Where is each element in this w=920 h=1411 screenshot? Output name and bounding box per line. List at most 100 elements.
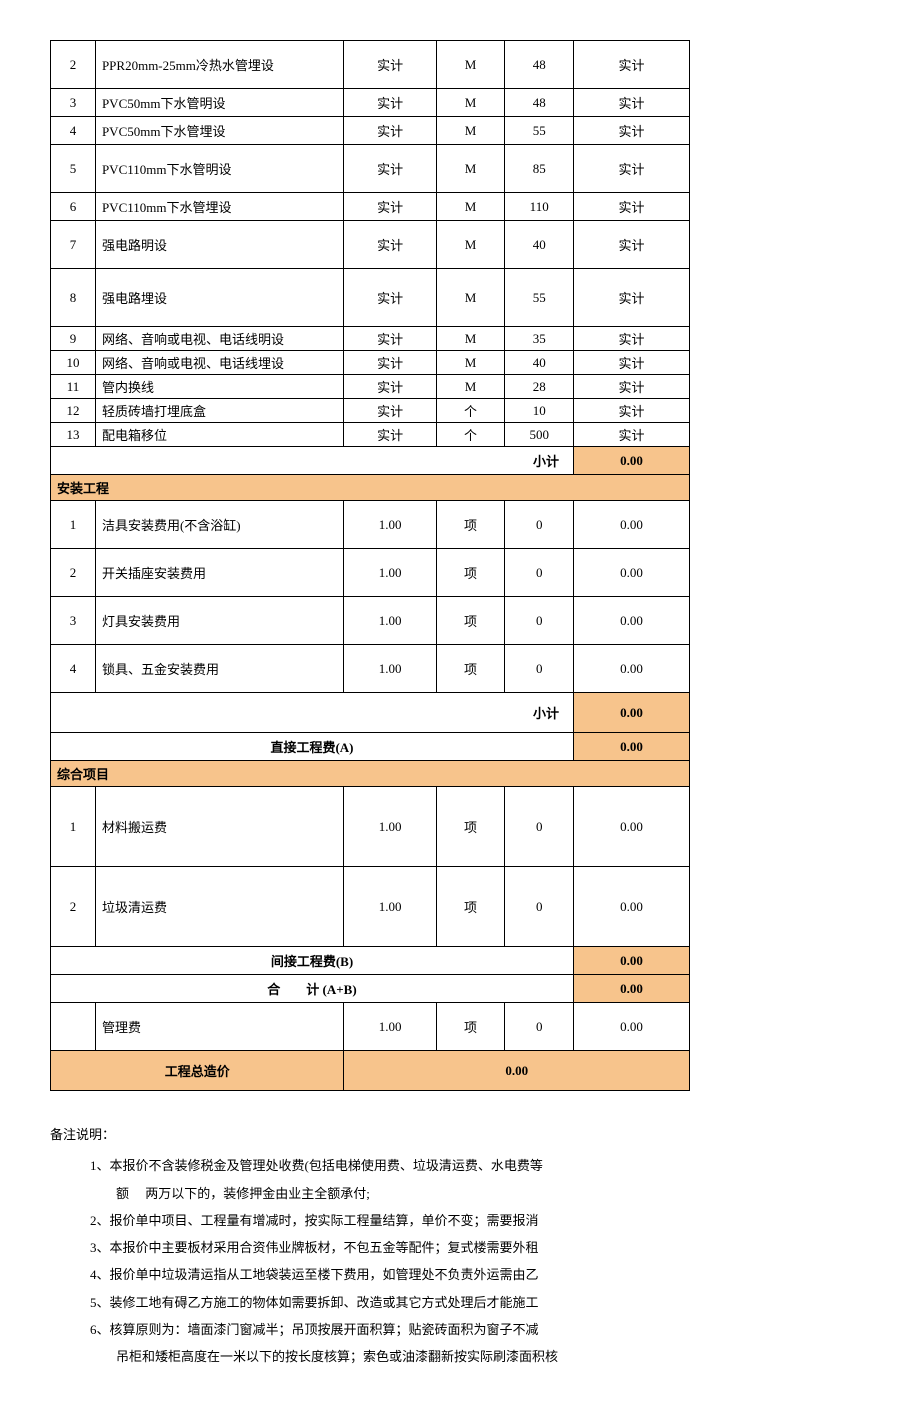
row-index: 2 <box>51 549 96 597</box>
row-index: 6 <box>51 193 96 221</box>
row-unit: 个 <box>436 399 505 423</box>
row-total: 实计 <box>574 351 690 375</box>
row-price: 500 <box>505 423 574 447</box>
row-qty: 实计 <box>344 375 436 399</box>
table-row: 2垃圾清运费1.00项00.00 <box>51 867 690 947</box>
row-qty: 1.00 <box>344 501 436 549</box>
row-desc: 配电箱移位 <box>95 423 344 447</box>
row-index: 5 <box>51 145 96 193</box>
table-row: 7强电路明设实计M40实计 <box>51 221 690 269</box>
row-desc: 锁具、五金安装费用 <box>95 645 344 693</box>
summary-label: 合 计 (A+B) <box>51 975 574 1003</box>
row-unit: M <box>436 193 505 221</box>
row-index: 7 <box>51 221 96 269</box>
subtotal-value: 0.00 <box>574 693 690 733</box>
table-row: 8强电路埋设实计M55实计 <box>51 269 690 327</box>
table-row: 3灯具安装费用1.00项00.00 <box>51 597 690 645</box>
row-price: 10 <box>505 399 574 423</box>
row-unit: 项 <box>436 597 505 645</box>
row-desc: 网络、音响或电视、电话线埋设 <box>95 351 344 375</box>
row-total: 实计 <box>574 375 690 399</box>
subtotal-row: 小计0.00 <box>51 693 690 733</box>
row-total: 实计 <box>574 117 690 145</box>
table-row: 13配电箱移位实计个500实计 <box>51 423 690 447</box>
table-row: 4PVC50mm下水管埋设实计M55实计 <box>51 117 690 145</box>
section-header: 综合项目 <box>51 761 690 787</box>
row-index: 13 <box>51 423 96 447</box>
row-total: 0.00 <box>574 645 690 693</box>
row-unit: M <box>436 327 505 351</box>
notes-title: 备注说明： <box>50 1121 790 1148</box>
row-unit: M <box>436 41 505 89</box>
row-price: 0 <box>505 501 574 549</box>
row-unit: 项 <box>436 501 505 549</box>
row-desc: 开关插座安装费用 <box>95 549 344 597</box>
section-header: 安装工程 <box>51 475 690 501</box>
row-desc: PVC110mm下水管明设 <box>95 145 344 193</box>
table-row: 2PPR20mm-25mm冷热水管埋设实计M48实计 <box>51 41 690 89</box>
table-row: 1洁具安装费用(不含浴缸)1.00项00.00 <box>51 501 690 549</box>
row-price: 48 <box>505 89 574 117</box>
subtotal-row: 小计0.00 <box>51 447 690 475</box>
section-header-label: 安装工程 <box>51 475 690 501</box>
row-total: 实计 <box>574 89 690 117</box>
row-unit: M <box>436 221 505 269</box>
row-price: 48 <box>505 41 574 89</box>
row-unit: M <box>436 351 505 375</box>
row-unit: M <box>436 375 505 399</box>
row-qty: 实计 <box>344 89 436 117</box>
row-index: 12 <box>51 399 96 423</box>
row-index: 11 <box>51 375 96 399</box>
row-qty: 实计 <box>344 399 436 423</box>
row-desc: 网络、音响或电视、电话线明设 <box>95 327 344 351</box>
row-qty: 1.00 <box>344 549 436 597</box>
row-unit: 个 <box>436 423 505 447</box>
row-desc: PVC50mm下水管明设 <box>95 89 344 117</box>
summary-row: 直接工程费(A)0.00 <box>51 733 690 761</box>
section-header-label: 综合项目 <box>51 761 690 787</box>
row-price: 0 <box>505 597 574 645</box>
row-price: 0 <box>505 787 574 867</box>
row-unit: M <box>436 145 505 193</box>
note-line: 3、本报价中主要板材采用合资伟业牌板材，不包五金等配件；复式楼需要外租 <box>50 1234 790 1261</box>
subtotal-label: 小计 <box>51 693 574 733</box>
row-total: 0.00 <box>574 867 690 947</box>
summary-value: 0.00 <box>574 733 690 761</box>
row-price: 110 <box>505 193 574 221</box>
row-price: 55 <box>505 269 574 327</box>
row-qty: 实计 <box>344 351 436 375</box>
table-row: 3PVC50mm下水管明设实计M48实计 <box>51 89 690 117</box>
row-total: 实计 <box>574 193 690 221</box>
row-total: 0.00 <box>574 501 690 549</box>
note-line: 吊柜和矮柜高度在一米以下的按长度核算；索色或油漆翻新按实际刷漆面积核 <box>50 1343 790 1370</box>
row-total: 0.00 <box>574 787 690 867</box>
summary-label: 间接工程费(B) <box>51 947 574 975</box>
row-index: 3 <box>51 597 96 645</box>
row-index: 10 <box>51 351 96 375</box>
row-price: 55 <box>505 117 574 145</box>
row-total: 实计 <box>574 145 690 193</box>
row-index <box>51 1003 96 1051</box>
row-total: 0.00 <box>574 549 690 597</box>
row-desc: 强电路明设 <box>95 221 344 269</box>
row-price: 28 <box>505 375 574 399</box>
row-index: 2 <box>51 867 96 947</box>
row-unit: 项 <box>436 867 505 947</box>
row-price: 40 <box>505 221 574 269</box>
subtotal-label: 小计 <box>51 447 574 475</box>
summary-value: 0.00 <box>574 947 690 975</box>
row-qty: 实计 <box>344 145 436 193</box>
row-qty: 实计 <box>344 327 436 351</box>
row-desc: PVC50mm下水管埋设 <box>95 117 344 145</box>
row-qty: 实计 <box>344 117 436 145</box>
row-index: 9 <box>51 327 96 351</box>
table-row: 11管内换线实计M28实计 <box>51 375 690 399</box>
table-row: 1材料搬运费1.00项00.00 <box>51 787 690 867</box>
row-desc: 灯具安装费用 <box>95 597 344 645</box>
note-line: 额 两万以下的，装修押金由业主全额承付; <box>50 1180 790 1207</box>
row-price: 40 <box>505 351 574 375</box>
summary-row: 间接工程费(B)0.00 <box>51 947 690 975</box>
row-index: 1 <box>51 501 96 549</box>
row-price: 0 <box>505 867 574 947</box>
table-row: 4锁具、五金安装费用1.00项00.00 <box>51 645 690 693</box>
